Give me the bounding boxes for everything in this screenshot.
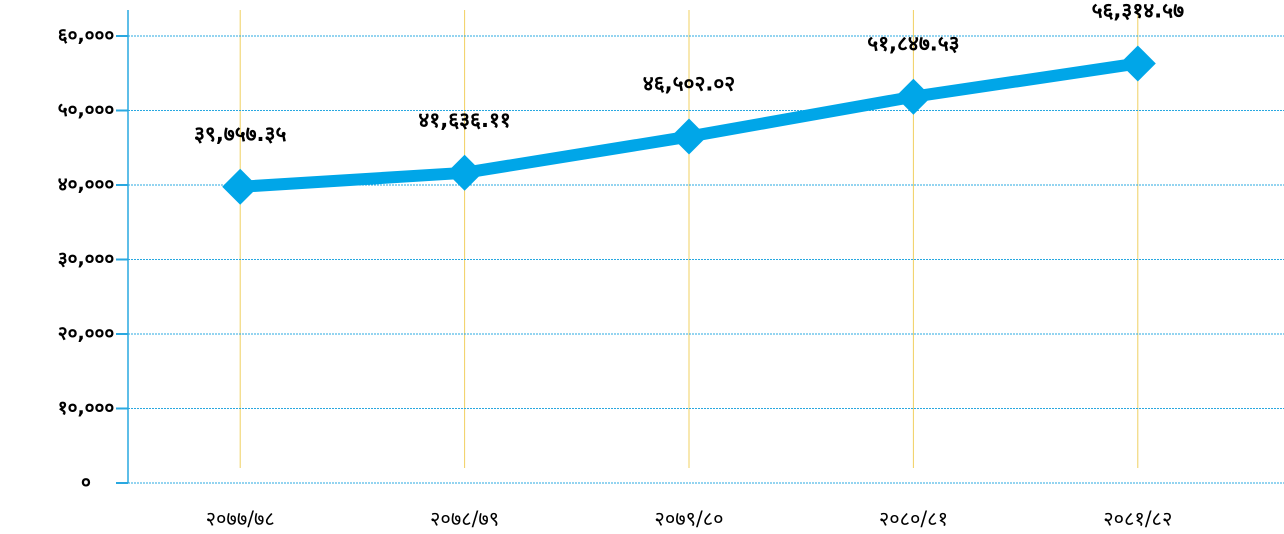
marker — [671, 118, 707, 155]
marker — [222, 168, 259, 205]
marker — [895, 78, 932, 115]
y-tick-label: ४०,००० — [58, 174, 115, 196]
y-tick-label: ५०,००० — [58, 99, 115, 121]
y-tick-label: ६०,००० — [58, 25, 115, 47]
x-tick-label: २०७९/८० — [654, 507, 723, 531]
marker — [446, 154, 483, 191]
data-label: ४१,६३६.११ — [418, 108, 510, 132]
y-tick-label: ३०,००० — [58, 248, 115, 270]
y-tick-label: २०,००० — [58, 323, 115, 345]
x-tick-label: २०७७/७८ — [206, 507, 275, 531]
x-tick-label: २०७८/७९ — [430, 507, 499, 531]
data-label: ३९,७५७.३५ — [194, 122, 286, 146]
marker — [1119, 45, 1156, 82]
data-label: ४६,५०२.०२ — [643, 72, 735, 96]
x-tick-label: २०८०/८१ — [879, 507, 948, 531]
x-tick-label: २०८१/८२ — [1103, 507, 1172, 531]
y-tick-label: १०,००० — [58, 397, 115, 419]
data-label: ५६,३१४.५७ — [1092, 0, 1184, 22]
y-tick-label: ० — [81, 472, 91, 494]
data-label: ५१,८४७.५३ — [867, 32, 959, 56]
